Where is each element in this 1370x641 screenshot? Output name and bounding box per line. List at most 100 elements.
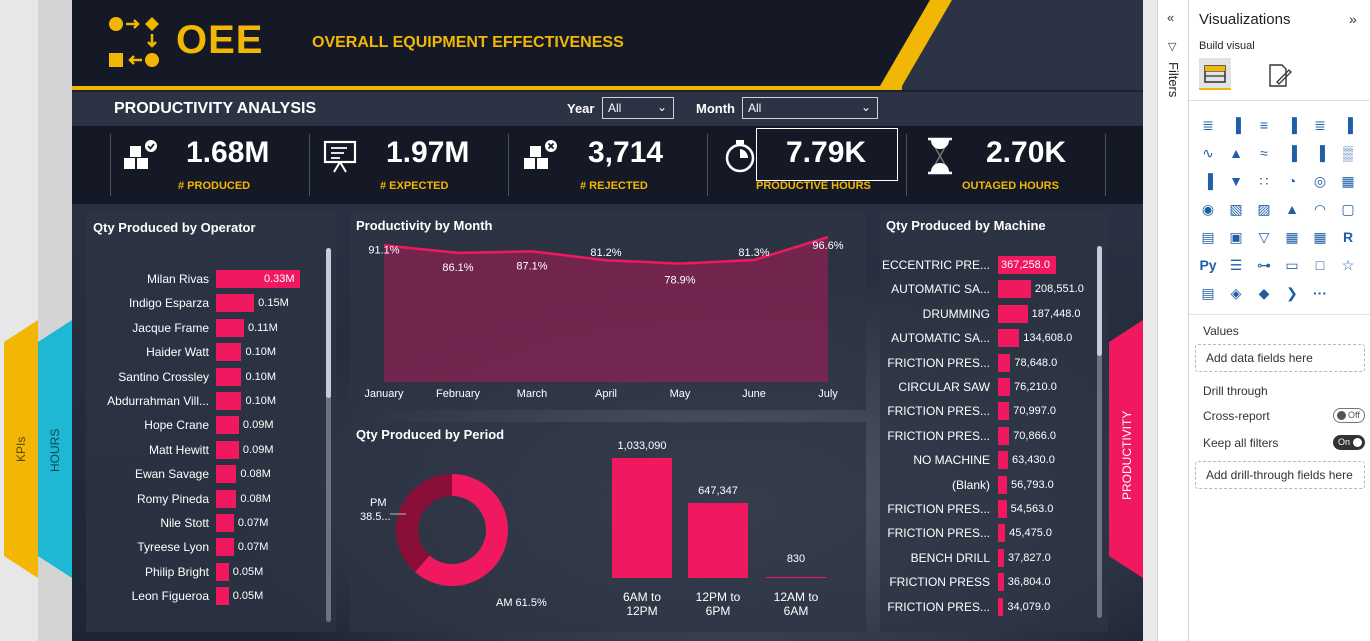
operator-bar[interactable]	[216, 318, 244, 337]
operator-scrollbar-thumb[interactable]	[326, 248, 331, 398]
stacked-column-icon[interactable]: ▐	[1231, 117, 1241, 133]
donut-slice-am[interactable]	[414, 474, 508, 586]
clustered-column-icon[interactable]: ▐	[1287, 117, 1297, 133]
donut-icon[interactable]: ◎	[1313, 173, 1327, 189]
machine-bar[interactable]	[998, 500, 1007, 518]
nav-tab-hours[interactable]	[38, 320, 72, 578]
month-data-point[interactable]	[677, 261, 683, 267]
clustered-bar-icon[interactable]: ≡	[1259, 117, 1269, 133]
machine-bar[interactable]	[998, 475, 1007, 494]
nav-tab-productivity[interactable]	[1109, 320, 1143, 578]
line-clustered-icon[interactable]: ▐	[1315, 145, 1325, 161]
operator-bar[interactable]	[216, 514, 234, 532]
period-bar[interactable]	[612, 458, 672, 578]
operator-bar[interactable]	[216, 465, 237, 484]
operator-bar[interactable]	[216, 367, 242, 386]
stacked-bar-icon[interactable]: ≣	[1202, 117, 1214, 133]
build-visual-tab[interactable]	[1199, 58, 1231, 90]
gauge-icon[interactable]: ◠	[1313, 201, 1327, 217]
expand-chevron-icon[interactable]: »	[1349, 11, 1357, 27]
donut-slice-pm[interactable]	[396, 474, 452, 573]
kpi-rejected[interactable]: 3,714 # REJECTED	[522, 130, 702, 196]
power-automate-icon[interactable]: ◆	[1258, 285, 1270, 301]
operator-bar[interactable]	[216, 270, 300, 288]
year-slicer[interactable]: All ⌄	[602, 97, 674, 119]
100-bar-icon[interactable]: ≣	[1314, 117, 1326, 133]
machine-bar[interactable]	[998, 353, 1011, 372]
machine-chart-panel[interactable]	[880, 212, 1108, 632]
line-column-icon[interactable]: ▐	[1287, 145, 1297, 161]
stacked-area-icon[interactable]: ≈	[1260, 145, 1268, 161]
goals-icon[interactable]: ☆	[1341, 257, 1355, 273]
operator-bar[interactable]	[216, 440, 239, 459]
ribbon-chart-icon[interactable]: ▒	[1343, 145, 1353, 161]
azure-map-icon[interactable]: ▲	[1285, 201, 1299, 217]
line-chart-icon[interactable]: ∿	[1202, 145, 1214, 161]
month-slicer[interactable]: All ⌄	[742, 97, 878, 119]
filled-map-icon[interactable]: ▧	[1229, 201, 1243, 217]
keep-all-filters-toggle[interactable]: On	[1333, 435, 1365, 450]
qa-icon[interactable]: ▭	[1285, 257, 1299, 273]
pie-icon[interactable]: ◔	[1287, 173, 1297, 189]
paginated-report-icon[interactable]: ▤	[1201, 285, 1215, 301]
operator-bar[interactable]	[216, 392, 242, 410]
multi-row-card-icon[interactable]: ▤	[1201, 229, 1215, 245]
nav-tab-kpis[interactable]	[4, 320, 38, 578]
machine-bar[interactable]	[998, 548, 1004, 567]
r-visual-icon[interactable]: R	[1342, 229, 1354, 245]
kpi-produced[interactable]: 1.68M # PRODUCED	[122, 130, 302, 196]
machine-scrollbar[interactable]	[1097, 246, 1102, 618]
operator-bar[interactable]	[216, 416, 239, 435]
month-data-point[interactable]	[455, 250, 461, 256]
format-visual-tab[interactable]	[1265, 62, 1293, 95]
cross-report-toggle[interactable]: Off	[1333, 408, 1365, 423]
scatter-icon[interactable]: ∷	[1259, 173, 1269, 189]
values-well[interactable]: Add data fields here	[1195, 344, 1365, 372]
machine-bar[interactable]	[998, 329, 1020, 348]
machine-scrollbar-thumb[interactable]	[1097, 246, 1102, 356]
operator-bar[interactable]	[216, 587, 229, 606]
kpi-expected[interactable]: 1.97M # EXPECTED	[322, 130, 502, 196]
table-icon[interactable]: ▦	[1285, 229, 1299, 245]
machine-bar[interactable]	[998, 426, 1010, 445]
kpi-productive-hours[interactable]: 7.79K PRODUCTIVE HOURS	[722, 130, 902, 196]
more-visuals-icon[interactable]: ···	[1313, 285, 1327, 301]
waterfall-icon[interactable]: ▐	[1203, 173, 1213, 189]
kpi-outaged-hours[interactable]: 2.70K OUTAGED HOURS	[922, 130, 1102, 196]
python-visual-icon[interactable]: Py	[1199, 257, 1217, 273]
machine-bar[interactable]	[998, 378, 1011, 396]
key-influencers-icon[interactable]: ☰	[1229, 257, 1243, 273]
slicer-icon[interactable]: ▽	[1258, 229, 1270, 245]
machine-bar[interactable]	[998, 304, 1028, 323]
kpi-icon[interactable]: ▣	[1229, 229, 1243, 245]
machine-bar[interactable]	[998, 280, 1031, 299]
narrative-icon[interactable]: □	[1315, 257, 1325, 273]
treemap-icon[interactable]: ▦	[1341, 173, 1355, 189]
funnel-icon[interactable]: ▼	[1229, 173, 1243, 189]
collapse-chevron-icon[interactable]: «	[1167, 10, 1175, 25]
operator-bar[interactable]	[216, 538, 234, 557]
card-icon[interactable]: ▢	[1341, 201, 1355, 217]
month-data-point[interactable]	[529, 248, 535, 254]
power-apps-icon[interactable]: ◈	[1230, 285, 1242, 301]
machine-bar[interactable]	[998, 573, 1004, 592]
operator-bar[interactable]	[216, 343, 242, 362]
machine-bar[interactable]	[998, 256, 1056, 274]
100-column-icon[interactable]: ▐	[1343, 117, 1353, 133]
machine-bar[interactable]	[998, 402, 1010, 421]
machine-bar[interactable]	[998, 451, 1009, 470]
operator-bar[interactable]	[216, 562, 229, 581]
filters-pane[interactable]: « ▽ Filters	[1157, 0, 1188, 641]
shape-map-icon[interactable]: ▨	[1257, 201, 1271, 217]
operator-scrollbar[interactable]	[326, 248, 331, 622]
period-bar[interactable]	[688, 502, 748, 578]
operator-bar[interactable]	[216, 489, 237, 508]
month-chart-panel[interactable]	[350, 212, 866, 410]
machine-bar[interactable]	[998, 597, 1004, 616]
period-bar[interactable]	[766, 577, 826, 578]
map-icon[interactable]: ◉	[1201, 201, 1215, 217]
arcgis-icon[interactable]: ❯	[1286, 285, 1298, 301]
matrix-icon[interactable]: ▦	[1313, 229, 1327, 245]
operator-bar[interactable]	[216, 294, 255, 313]
area-chart-icon[interactable]: ▲	[1229, 145, 1243, 161]
